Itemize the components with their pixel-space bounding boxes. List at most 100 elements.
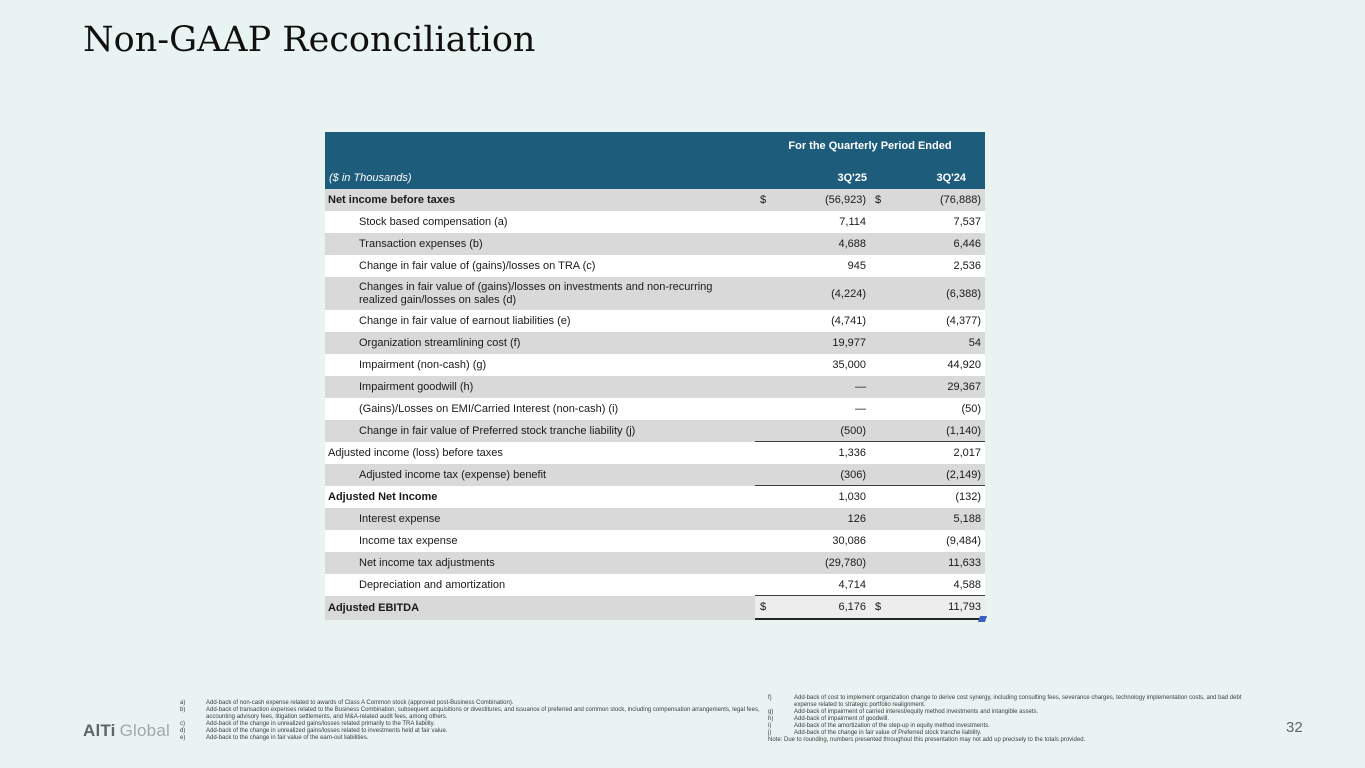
row-label: Organization streamlining cost (f)	[359, 336, 521, 349]
row-label: Stock based compensation (a)	[359, 215, 508, 228]
table-row: Interest expense 126 5,188	[325, 508, 985, 530]
table-row: Change in fair value of earnout liabilit…	[325, 310, 985, 332]
footnote-text: Add-back of impairment of goodwill.	[794, 716, 890, 722]
row-label: Change in fair value of Preferred stock …	[359, 424, 636, 437]
footnote-key: b)	[180, 707, 186, 713]
row-value-3q24: 44,920	[947, 359, 981, 371]
table-row: Adjusted income (loss) before taxes 1,336…	[325, 442, 985, 464]
column-header-3q24: 3Q'24	[936, 172, 966, 184]
footnote-key: f)	[768, 695, 772, 701]
row-label: Changes in fair value of (gains)/losses …	[359, 280, 713, 306]
footnote-item: g) Add-back of impairment of carried inte…	[768, 709, 1260, 716]
dollar-sign: $	[760, 194, 767, 206]
row-value-3q24: (6,388)	[946, 287, 981, 300]
row-value-3q25: 30,086	[832, 535, 866, 547]
row-label: Adjusted EBITDA	[328, 601, 420, 614]
row-value-3q25: (306)	[755, 464, 870, 486]
row-value-3q24: 5,188	[953, 513, 981, 525]
row-value-3q25: (4,741)	[831, 315, 866, 327]
row-value-3q25: 19,977	[832, 337, 866, 349]
footnote-text: Add-back of impairment of carried intere…	[794, 709, 1039, 715]
row-value-3q24: (50)	[961, 403, 981, 415]
table-row: Organization streamlining cost (f) 19,977…	[325, 332, 985, 354]
table-row: Impairment (non-cash) (g) 35,000 44,920	[325, 354, 985, 376]
row-label: Depreciation and amortization	[359, 578, 506, 591]
row-value-3q25: 1,030	[838, 491, 866, 503]
company-logo: AlTi Global	[83, 721, 170, 741]
footnote-text: Add-back of the amortization of the step…	[794, 723, 990, 729]
dollar-sign: $	[875, 601, 882, 613]
footnote-item: c) Add-back of the change in unrealized g…	[180, 721, 762, 728]
blue-corner-mark	[977, 616, 988, 622]
row-label: Adjusted income (loss) before taxes	[328, 446, 503, 459]
footnote-text: Add-back of non-cash expense related to …	[206, 700, 514, 706]
footnote-text: Add-back to the change in fair value of …	[206, 735, 369, 741]
footnote-item: h) Add-back of impairment of goodwill.	[768, 716, 1260, 723]
footnote-key: d)	[180, 728, 186, 734]
row-label: Change in fair value of earnout liabilit…	[359, 314, 571, 327]
table-row: Change in fair value of Preferred stock …	[325, 420, 985, 442]
row-label: Net income tax adjustments	[359, 556, 495, 569]
row-value-3q24: 11,633	[948, 557, 981, 569]
row-value-3q24: (1,140)	[870, 420, 985, 442]
footnote-key: g)	[768, 709, 774, 715]
dollar-sign: $	[875, 194, 882, 206]
footnote-key: h)	[768, 716, 774, 722]
table-body: Net income before taxes $ (56,923) $ (76,888…	[325, 189, 988, 622]
footnote-text: Add-back of the change in unrealized gai…	[206, 721, 435, 727]
row-value-3q25: 1,336	[838, 447, 866, 459]
row-value-3q25: 35,000	[832, 359, 866, 371]
row-label: Transaction expenses (b)	[359, 237, 483, 250]
footnote-item: a) Add-back of non-cash expense related t…	[180, 700, 762, 707]
footnote-item: i) Add-back of the amortization of the st…	[768, 723, 1260, 730]
footnote-key: j)	[768, 730, 772, 736]
table-header: For the Quarterly Period Ended ($ in Tho…	[325, 132, 985, 189]
row-value-3q25: (500)	[755, 420, 870, 442]
row-value-3q25: $ (56,923)	[760, 194, 866, 206]
table-row: Stock based compensation (a) 7,114 7,537	[325, 211, 985, 233]
row-value-3q24: (132)	[955, 491, 981, 503]
row-label: Income tax expense	[359, 534, 458, 547]
row-label: Net income before taxes	[328, 193, 456, 206]
dollar-sign: $	[760, 601, 767, 613]
row-value-3q24: $ (76,888)	[875, 194, 981, 206]
table-row: Net income before taxes $ (56,923) $ (76,888…	[325, 189, 985, 211]
row-value-3q24: 2,017	[953, 447, 981, 459]
table-row: Impairment goodwill (h) — 29,367	[325, 376, 985, 398]
page-title: Non-GAAP Reconciliation	[83, 20, 536, 60]
row-value-3q25: 4,688	[838, 238, 866, 250]
page-number: 32	[1286, 719, 1303, 736]
footnote-item: d) Add-back of the change in unrealized g…	[180, 728, 762, 735]
row-value-3q24: (9,484)	[946, 535, 981, 547]
row-value-3q24: 54	[968, 337, 981, 349]
row-label: Change in fair value of (gains)/losses o…	[359, 259, 596, 272]
footnote-item: e) Add-back to the change in fair value o…	[180, 735, 762, 742]
table-row: Adjusted EBITDA $6,176 $11,793	[325, 596, 988, 622]
footnote-key: i)	[768, 723, 772, 729]
reconciliation-table: For the Quarterly Period Ended ($ in Tho…	[325, 132, 988, 622]
row-value-3q25: 126	[847, 513, 866, 525]
table-row: Adjusted income tax (expense) benefit (30…	[325, 464, 985, 486]
logo-alti: AlTi	[83, 721, 116, 740]
footnote-text: Add-back of the change in fair value of …	[794, 730, 982, 736]
footnote-key: e)	[180, 735, 186, 741]
period-header: For the Quarterly Period Ended	[788, 140, 952, 152]
row-value-3q24: 4,588	[870, 574, 985, 596]
row-value-3q25: —	[855, 381, 866, 393]
row-value-3q25: $6,176	[755, 596, 870, 620]
rounding-note: Note: Due to rounding, numbers presented…	[768, 737, 1086, 743]
table-row: Changes in fair value of (gains)/losses …	[325, 277, 985, 310]
row-value-3q24: 29,367	[947, 381, 981, 393]
footnote-text: Add-back of transaction expenses related…	[206, 707, 760, 720]
row-value-3q24: (2,149)	[870, 464, 985, 486]
footnote-key: c)	[180, 721, 185, 727]
row-label: Impairment (non-cash) (g)	[359, 358, 487, 371]
footnote-item: f) Add-back of cost to implement organiza…	[768, 695, 1260, 709]
row-value-3q24: 2,536	[953, 260, 981, 272]
table-row: Net income tax adjustments (29,780) 11,633	[325, 552, 985, 574]
row-value-3q24: 7,537	[953, 216, 981, 228]
row-value-3q24: (4,377)	[946, 315, 981, 327]
row-value-3q25: (4,224)	[831, 287, 866, 300]
units-label: ($ in Thousands)	[329, 172, 412, 184]
row-label: Interest expense	[359, 512, 441, 525]
